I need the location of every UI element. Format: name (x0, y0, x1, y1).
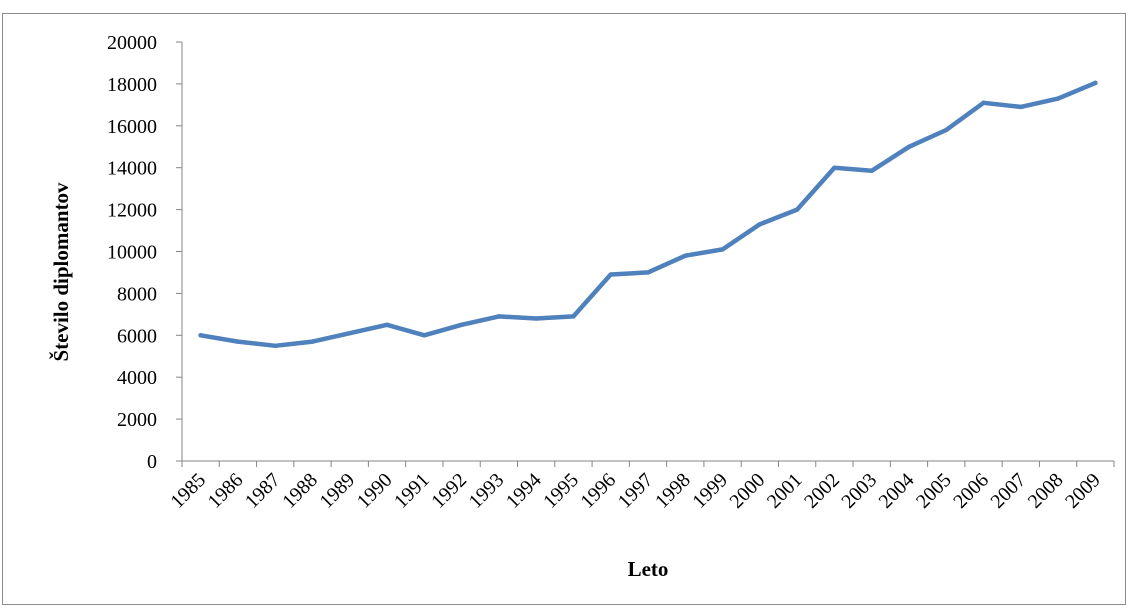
data-point (459, 322, 464, 328)
x-tick-label: 2006 (949, 469, 993, 513)
data-point (1018, 104, 1023, 110)
x-tick-label: 1991 (390, 469, 434, 513)
axes (176, 41, 1115, 467)
data-point (944, 127, 949, 133)
y-tick-label: 10000 (107, 242, 157, 264)
y-tick-label: 0 (147, 451, 157, 473)
data-point (198, 333, 203, 338)
x-tick-label: 2002 (800, 469, 844, 513)
data-point (533, 316, 539, 321)
y-tick-label: 4000 (117, 367, 157, 389)
x-tick-label: 1985 (166, 469, 210, 513)
data-point (496, 314, 502, 319)
x-tick-label: 1993 (465, 469, 509, 513)
x-tick-label: 2009 (1061, 469, 1105, 513)
x-tick-label: 2004 (875, 469, 919, 513)
x-tick-label: 2008 (1024, 469, 1068, 513)
data-point (571, 314, 576, 319)
data-point (310, 339, 315, 344)
data-point (235, 339, 241, 344)
y-tick-label: 16000 (107, 116, 157, 138)
data-point (720, 247, 725, 252)
y-axis-title: Število diplomantov (49, 182, 73, 362)
x-tick-label: 1999 (688, 469, 732, 513)
data-point (757, 222, 763, 227)
x-tick-label: 1995 (539, 469, 583, 513)
x-tick-labels: 1985198619871988198919901991199219931994… (166, 469, 1105, 513)
x-tick-label: 1992 (427, 469, 471, 513)
x-tick-label: 1987 (241, 469, 285, 513)
chart-frame (2, 13, 1126, 605)
y-tick-label: 6000 (117, 325, 157, 347)
y-tick-label: 8000 (117, 283, 157, 305)
x-tick-label: 1997 (614, 469, 658, 513)
x-tick-label: 2001 (763, 469, 807, 513)
x-tick-label: 2003 (837, 469, 881, 513)
data-point (384, 322, 390, 328)
y-tick-label: 14000 (107, 158, 157, 180)
x-tick-label: 2007 (986, 469, 1030, 513)
data-point (608, 272, 613, 277)
x-tick-label: 1990 (353, 469, 397, 513)
data-point (869, 168, 874, 174)
y-tick-label: 20000 (107, 32, 157, 54)
x-tick-label: 1986 (204, 469, 248, 513)
series-layer (198, 80, 1098, 349)
series-line (198, 80, 1098, 349)
data-point (422, 333, 427, 338)
data-point (1055, 96, 1061, 101)
data-point (1093, 80, 1098, 86)
data-point (683, 253, 688, 258)
data-point (832, 165, 837, 170)
data-point (645, 270, 651, 275)
y-tick-label: 18000 (107, 74, 157, 96)
y-tick-label: 2000 (117, 409, 157, 431)
x-tick-label: 1988 (278, 469, 322, 513)
data-point (347, 331, 352, 336)
data-point (794, 207, 800, 212)
x-tick-label: 1998 (651, 469, 695, 513)
y-tick-labels: 0 2000 4000 6000 8000 10000 12000 14000 16000 180… (107, 32, 157, 473)
x-axis-title: Leto (628, 557, 669, 581)
data-point (906, 144, 912, 149)
x-tick-label: 1989 (315, 469, 359, 513)
x-tick-label: 2005 (912, 469, 956, 513)
x-tick-label: 1994 (502, 469, 546, 513)
data-point (273, 343, 278, 348)
data-point (981, 100, 986, 105)
x-tick-label: 1996 (576, 469, 620, 513)
y-tick-label: 12000 (107, 200, 157, 222)
x-tick-label: 2000 (726, 469, 770, 513)
